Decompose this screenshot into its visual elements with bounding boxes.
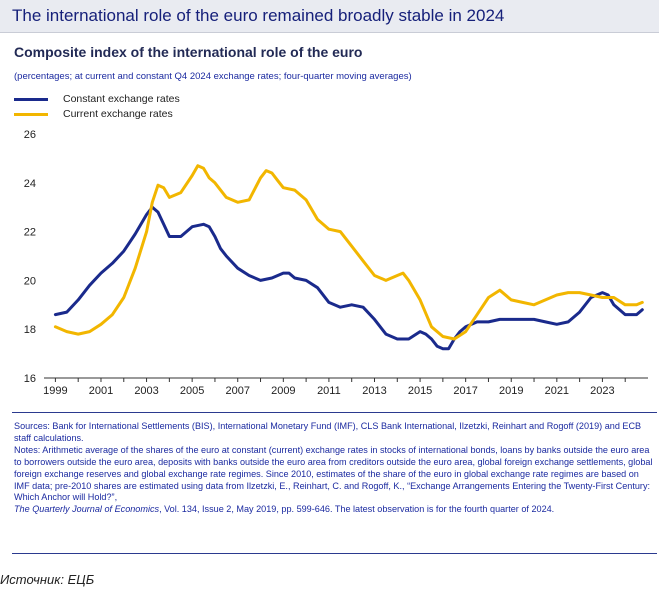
x-tick-label: 2005 bbox=[180, 385, 204, 397]
citation-journal: The Quarterly Journal of Economics bbox=[14, 504, 160, 515]
top-divider bbox=[12, 412, 657, 413]
x-tick-label: 1999 bbox=[43, 385, 67, 397]
x-tick-label: 2001 bbox=[89, 385, 113, 397]
legend-swatch-current bbox=[14, 113, 48, 116]
legend-swatch-constant bbox=[14, 98, 48, 101]
y-tick-label: 18 bbox=[24, 324, 36, 336]
y-tick-label: 20 bbox=[24, 275, 36, 287]
x-tick-label: 2007 bbox=[225, 385, 249, 397]
chart-title: Composite index of the international rol… bbox=[14, 44, 363, 60]
x-tick-label: 2003 bbox=[134, 385, 158, 397]
notes-text: Notes: Arithmetic average of the shares … bbox=[14, 445, 654, 516]
x-tick-label: 2023 bbox=[590, 385, 614, 397]
series-line-constant bbox=[53, 205, 644, 351]
line-chart: 16 18 20 22 24 26 1999 2001 2003 2005 2007 2009 2011… bbox=[24, 129, 648, 397]
x-tick-label: 2009 bbox=[271, 385, 295, 397]
header-bar: The international role of the euro remai… bbox=[0, 0, 659, 33]
citation-rest: , Vol. 134, Issue 2, May 2019, pp. 599-6… bbox=[159, 504, 555, 515]
y-tick-label: 16 bbox=[24, 373, 36, 385]
notes-body: Notes: Arithmetic average of the shares … bbox=[14, 444, 653, 503]
chart-subtitle: (percentages; at current and constant Q4… bbox=[14, 71, 412, 82]
legend-label-constant: Constant exchange rates bbox=[63, 93, 180, 105]
y-tick-label: 22 bbox=[24, 227, 36, 239]
sources-note: Sources: Bank for International Settleme… bbox=[14, 421, 642, 443]
x-tick-label: 2017 bbox=[453, 385, 477, 397]
y-tick-label: 24 bbox=[24, 178, 36, 190]
x-tick-label: 2011 bbox=[317, 385, 341, 397]
bottom-divider bbox=[12, 553, 657, 554]
x-tick-label: 2013 bbox=[362, 385, 386, 397]
chart-notes: Sources: Bank for International Settleme… bbox=[14, 421, 654, 516]
x-tick-label: 2021 bbox=[545, 385, 569, 397]
series-line-current bbox=[53, 164, 644, 341]
x-tick-label: 2019 bbox=[499, 385, 523, 397]
source-caption: Источник: ЕЦБ bbox=[0, 572, 95, 587]
legend-label-current: Current exchange rates bbox=[63, 108, 173, 120]
x-tick-label: 2015 bbox=[408, 385, 432, 397]
page-title: The international role of the euro remai… bbox=[12, 6, 505, 25]
y-tick-label: 26 bbox=[24, 129, 36, 141]
